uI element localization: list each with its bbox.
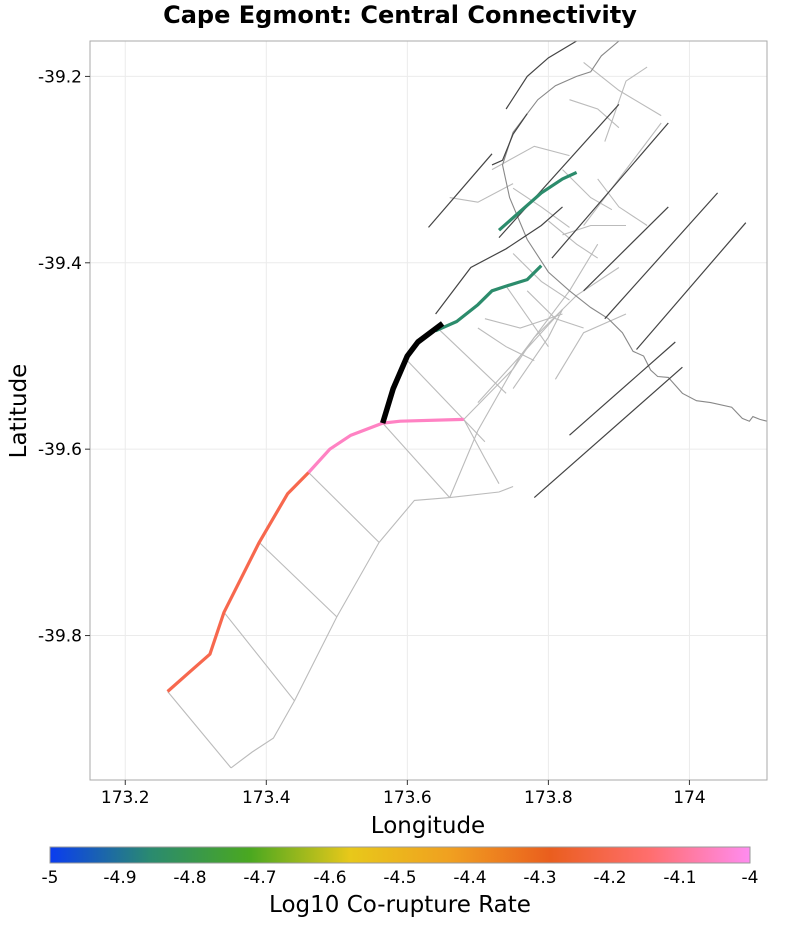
panel-border [89, 40, 768, 781]
subsection-outline [562, 169, 613, 211]
colored-fault-north-segment [497, 170, 578, 232]
subsection-outline [406, 360, 486, 443]
colored-fault-southwest-segment [166, 471, 310, 693]
fault-trace [569, 341, 676, 436]
fault-trace [604, 192, 719, 320]
fault-trace [583, 206, 669, 292]
plot-panel [90, 41, 767, 780]
fault-trace [505, 40, 577, 110]
subsection-outline [512, 187, 570, 228]
colorbar-tick-label: -4.3 [523, 868, 556, 888]
y-tick-label: -39.4 [38, 254, 82, 274]
chart-title: Cape Egmont: Central Connectivity [163, 1, 637, 29]
colorbar-tick-label: -4 [742, 868, 759, 888]
subsection-outline [604, 66, 648, 142]
subsection-outline [484, 313, 563, 329]
subsection-outline [167, 691, 232, 769]
fault-trace [636, 222, 747, 350]
subsection-outline [449, 183, 514, 203]
fault-traces [428, 40, 747, 499]
subsection-outline [562, 224, 626, 236]
subsection-outline [477, 309, 563, 403]
subsection-outline [583, 122, 662, 226]
colorbar-tick-label: -4.4 [453, 868, 486, 888]
x-tick-label: 174 [673, 788, 705, 808]
fault-trace [428, 153, 493, 228]
subsection-outline [512, 309, 563, 389]
subsection-outline [583, 61, 662, 117]
y-axis-ticks: -39.2 -39.4 -39.6 -39.8 [38, 67, 90, 647]
y-tick-label: -39.6 [38, 440, 82, 460]
x-tick-label: 173.6 [383, 788, 432, 808]
colorbar [49, 846, 751, 864]
y-tick-label: -39.8 [38, 627, 82, 647]
subsection-outline [258, 542, 338, 618]
fault-trace [435, 206, 563, 315]
x-axis-title: Longitude [371, 813, 485, 839]
colorbar-tick-label: -4.2 [593, 868, 626, 888]
subsection-outline [435, 325, 507, 394]
colorbar-tick-label: -4.8 [173, 868, 206, 888]
subsection-outline [505, 285, 549, 348]
x-tick-label: 173.8 [524, 788, 573, 808]
selected-fault [380, 321, 445, 424]
colorbar-tick-label: -5 [42, 868, 59, 888]
subsection-outline [308, 472, 380, 543]
y-tick-label: -39.2 [38, 67, 82, 87]
x-tick-label: 173.2 [101, 788, 150, 808]
x-tick-label: 173.4 [242, 788, 291, 808]
colorbar-ticks: -5 -4.9 -4.8 -4.7 -4.6 -4.5 -4.4 -4.3 -4.2 -4.1 -4 [42, 868, 759, 888]
subsection-outline [382, 422, 451, 498]
y-axis-title: Latitude [6, 364, 32, 459]
subsection-outline [491, 145, 570, 171]
fault-trace [498, 103, 620, 239]
colored-fault-offshore-segment [307, 417, 464, 474]
subsection-outlines [167, 61, 662, 769]
subsection-outline [477, 327, 535, 362]
subsection-outline [223, 611, 295, 702]
subsection-outline [526, 290, 584, 329]
selected-fault-line [380, 321, 445, 424]
colorbar-title: Log10 Co-rupture Rate [269, 892, 531, 918]
colored-faults [166, 170, 578, 693]
subsection-outline [597, 178, 648, 226]
subsection-outline [548, 220, 599, 259]
fault-trace [551, 122, 669, 259]
subsection-outline [554, 313, 627, 380]
colorbar-tick-label: -4.5 [383, 868, 416, 888]
colorbar-tick-label: -4.1 [663, 868, 696, 888]
coastline [501, 40, 768, 422]
subsection-outline [512, 253, 570, 301]
colored-fault-central-segment [434, 264, 543, 333]
subsection-outline [230, 485, 514, 769]
fault-trace [533, 366, 683, 499]
fault-trace [491, 113, 528, 166]
x-axis-ticks: 173.2 173.4 173.6 173.8 174 [101, 780, 706, 808]
subsection-outline [463, 419, 500, 484]
colorbar-tick-label: -4.6 [313, 868, 346, 888]
coastline-line [501, 40, 768, 422]
colorbar-tick-label: -4.7 [243, 868, 276, 888]
colorbar-tick-label: -4.9 [103, 868, 136, 888]
